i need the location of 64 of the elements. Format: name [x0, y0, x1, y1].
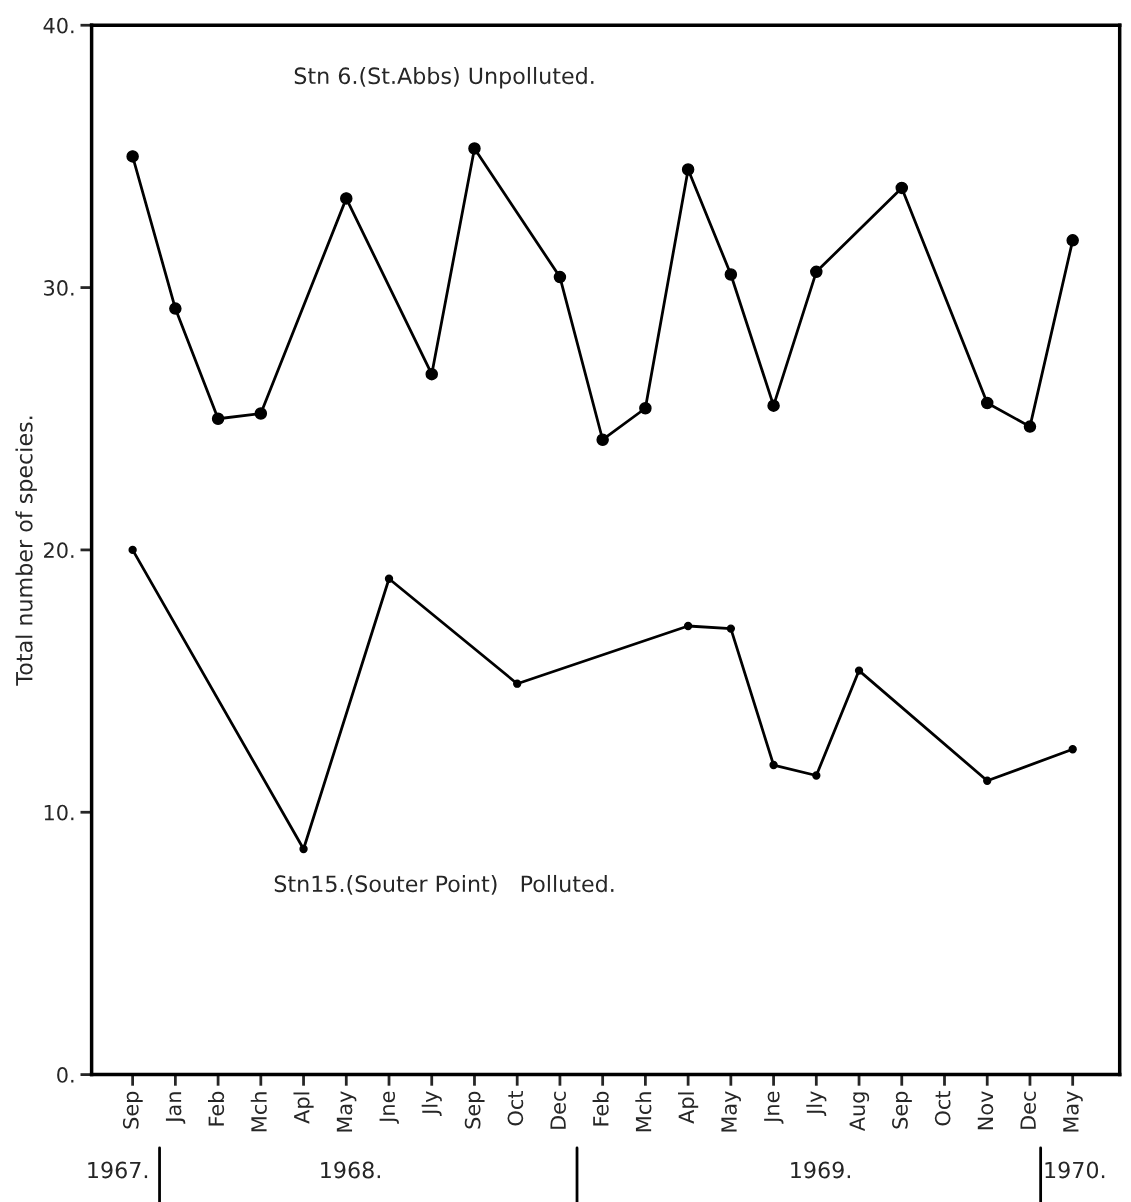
x-tick-label: Sep [464, 1091, 485, 1129]
point [384, 574, 394, 583]
x-tick-label: Sep [122, 1091, 143, 1129]
point [340, 192, 353, 205]
text: 1970. [1045, 1161, 1105, 1179]
x-tick-label: Jly [421, 1091, 442, 1116]
y-tick-label: 0. [57, 1067, 74, 1083]
x-tick-label: Apl [293, 1092, 314, 1124]
point [126, 150, 139, 163]
x-tick-label: May [336, 1091, 357, 1132]
x-tick-label: Sep [892, 1091, 912, 1129]
point [639, 402, 652, 415]
x-tick-label: Feb [592, 1091, 609, 1126]
point [1068, 745, 1077, 754]
point [468, 142, 481, 155]
x-tick-label: Mch [250, 1092, 267, 1132]
text: 1967. [88, 1161, 148, 1179]
point [812, 771, 821, 780]
point [983, 776, 992, 785]
y-tick-label: 20. [44, 542, 74, 559]
point [596, 433, 609, 446]
point [769, 760, 778, 770]
x-tick-label: Jan [165, 1092, 186, 1124]
x-tick-label: Jne [379, 1091, 399, 1124]
annotation: Stn 6.(St.Abbs) Unpolluted. [294, 66, 594, 89]
point [681, 163, 695, 176]
point [425, 367, 438, 381]
x-tick-label: Feb [208, 1091, 225, 1126]
point [169, 302, 182, 315]
point [854, 666, 864, 675]
x-tick-label: May [1063, 1091, 1083, 1132]
text: 1969. [791, 1161, 850, 1179]
x-tick-label: Oct [507, 1091, 524, 1126]
point [211, 412, 225, 425]
x-tick-label: Mch [635, 1092, 652, 1132]
x-tick-label: Dec [550, 1091, 566, 1129]
point [1066, 234, 1079, 247]
point [724, 268, 738, 281]
point [767, 399, 780, 412]
y-tick-label: 10. [44, 804, 74, 821]
y-tick-label: 30. [44, 280, 74, 296]
point [726, 624, 736, 633]
point [810, 265, 823, 279]
point [553, 270, 567, 284]
text: 1968. [321, 1161, 380, 1179]
point [683, 621, 693, 631]
x-tick-label: Dec [1020, 1091, 1036, 1129]
x-tick-label: Jne [764, 1091, 784, 1124]
x-tick-label: Jly [806, 1091, 827, 1116]
y-tick-label: 40. [43, 17, 74, 34]
point [128, 545, 137, 555]
x-tick-label: Aug [849, 1092, 870, 1132]
point [513, 679, 522, 688]
point [254, 407, 268, 420]
x-tick-label: Nov [977, 1091, 994, 1130]
annotation: Stn15.(Souter Point) Polluted. [274, 874, 614, 895]
point [1023, 420, 1037, 433]
point [895, 181, 909, 195]
y-axis-title: Total number of species. [15, 416, 37, 686]
point [299, 844, 308, 854]
x-tick-label: Apl [678, 1092, 699, 1124]
x-tick-label: May [721, 1091, 741, 1132]
point [980, 396, 994, 410]
x-tick-label: Oct [934, 1091, 951, 1126]
